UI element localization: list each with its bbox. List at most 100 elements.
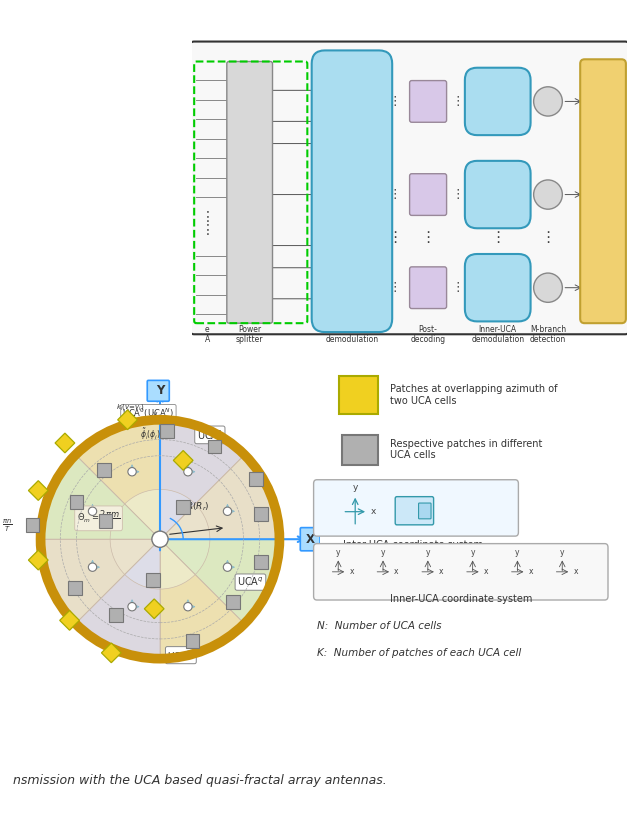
Text: Respective patches in different
UCA cells: Respective patches in different UCA cell… [390,439,543,461]
Wedge shape [160,489,195,539]
FancyBboxPatch shape [396,497,434,525]
Circle shape [128,602,136,611]
Text: N:  Number of UCA cells: N: Number of UCA cells [317,621,442,632]
FancyBboxPatch shape [410,174,447,216]
Polygon shape [118,410,138,430]
Polygon shape [55,433,75,453]
Text: Inner-UCA
demodulation: Inner-UCA demodulation [471,324,524,344]
Circle shape [534,180,563,209]
Polygon shape [99,514,113,528]
Text: ML: ML [541,96,555,106]
Text: x: x [349,567,354,576]
Text: ⋮: ⋮ [387,230,402,245]
FancyBboxPatch shape [190,42,629,334]
Text: x: x [394,567,399,576]
Text: W: W [491,95,504,108]
Polygon shape [145,599,164,618]
Text: e
A: e A [205,324,210,344]
Text: ⋮: ⋮ [490,230,506,245]
Text: $\Theta_m=\dfrac{2\pi m}{N}$: $\Theta_m=\dfrac{2\pi m}{N}$ [77,508,120,529]
Text: K:  Number of patches of each UCA cell: K: Number of patches of each UCA cell [317,648,521,658]
Text: x: x [439,567,444,576]
Text: $\frac{\pi n}{T}$: $\frac{\pi n}{T}$ [3,517,13,534]
Text: W: W [491,281,504,294]
Text: Patches at overlapping azimuth of
two UCA cells: Patches at overlapping azimuth of two UC… [390,384,558,406]
FancyBboxPatch shape [465,254,531,321]
Text: y: y [353,484,358,493]
Polygon shape [26,518,40,532]
Wedge shape [160,423,242,539]
Polygon shape [68,581,83,595]
Wedge shape [160,504,210,539]
Text: ⋮: ⋮ [388,281,401,294]
Text: X: X [306,533,315,546]
Polygon shape [207,440,221,453]
Text: $R(R_r)$: $R(R_r)$ [186,501,209,513]
Wedge shape [160,539,276,621]
Text: Inter-UCA coordinate system: Inter-UCA coordinate system [343,540,483,550]
Polygon shape [254,556,268,569]
Text: ⋮: ⋮ [200,210,214,224]
Text: UCA$^q$: UCA$^q$ [237,576,264,588]
FancyBboxPatch shape [314,480,518,536]
FancyBboxPatch shape [314,543,608,600]
Wedge shape [125,489,160,539]
Polygon shape [97,462,111,476]
FancyBboxPatch shape [419,503,431,519]
Text: Power
splitter: Power splitter [236,324,264,344]
Wedge shape [44,539,160,621]
Text: y: y [426,547,430,556]
Polygon shape [28,550,48,570]
FancyBboxPatch shape [580,60,626,324]
Text: y: y [515,547,520,556]
Polygon shape [249,472,263,486]
Wedge shape [160,458,276,539]
Circle shape [88,563,97,571]
Polygon shape [173,450,193,471]
Wedge shape [160,539,195,589]
FancyBboxPatch shape [147,381,169,401]
Circle shape [534,87,563,116]
Wedge shape [125,539,160,589]
Text: $\hat{S}$: $\hat{S}$ [591,168,615,181]
Circle shape [223,563,232,571]
Polygon shape [146,573,160,587]
Text: $k_i(v\!=\!v_i)$: $k_i(v\!=\!v_i)$ [116,402,145,412]
Text: UCA$^1$: UCA$^1$ [196,428,223,442]
Wedge shape [160,539,210,574]
FancyBboxPatch shape [300,528,320,551]
Circle shape [88,507,97,516]
FancyBboxPatch shape [227,61,273,324]
Wedge shape [78,539,160,655]
Text: x: x [371,507,376,516]
Polygon shape [254,507,268,520]
Circle shape [184,602,192,611]
Polygon shape [339,377,378,414]
Text: $\tilde{\phi}_i(\phi_i)$: $\tilde{\phi}_i(\phi_i)$ [140,426,161,442]
Text: y: y [560,547,564,556]
Wedge shape [44,458,160,539]
Text: y: y [336,547,340,556]
Text: M-branch
detection: M-branch detection [530,324,566,344]
Polygon shape [186,634,200,648]
Circle shape [152,531,168,547]
Circle shape [223,507,232,516]
FancyBboxPatch shape [410,81,447,123]
Text: L: L [424,95,431,108]
Wedge shape [78,423,160,539]
Text: Power
splitter: Power splitter [236,187,263,207]
Polygon shape [342,435,378,465]
Text: x: x [127,414,132,423]
Text: ML: ML [541,190,555,199]
Text: y: y [153,410,157,419]
Text: ML: ML [541,283,555,292]
Circle shape [40,420,280,659]
Text: Post-
decoding: Post- decoding [410,324,445,344]
Wedge shape [110,539,160,574]
Text: W: W [491,188,504,201]
Text: x: x [484,567,488,576]
Text: ⋮: ⋮ [540,230,556,245]
Wedge shape [110,504,160,539]
FancyBboxPatch shape [312,51,392,332]
Text: ⋮: ⋮ [200,223,214,237]
